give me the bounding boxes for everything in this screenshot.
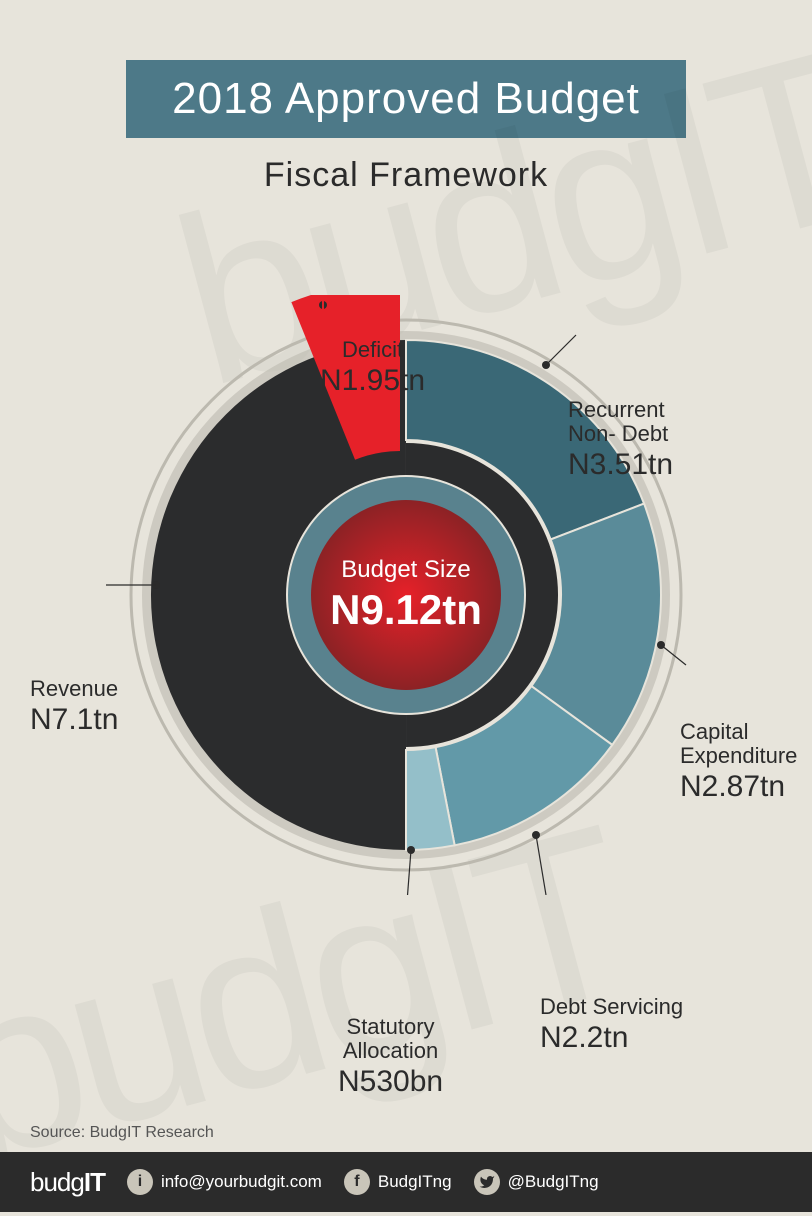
callout-debt: Debt Servicing N2.2tn [540,995,683,1055]
source-text: Source: BudgIT Research [30,1124,214,1142]
callout-capital: Capital Expenditure N2.87tn [680,720,797,804]
footer-bar: budgIT i info@yourbudgit.com f BudgITng … [0,1152,812,1212]
twitter-icon [474,1169,500,1195]
info-icon: i [127,1169,153,1195]
callout-deficit: Deficit N1.95tn [320,338,425,398]
center-label-text: Budget Size [330,556,482,584]
center-label: Budget Size N9.12tn [330,556,482,634]
footer-twitter: @BudgITng [474,1169,599,1195]
callout-revenue: Revenue N7.1tn [30,677,118,737]
facebook-icon: f [344,1169,370,1195]
callout-statutory: Statutory Allocation N530bn [338,1015,443,1099]
title-bar: 2018 Approved Budget [126,60,686,138]
callout-recurrent: Recurrent Non- Debt N3.51tn [568,398,673,482]
footer-facebook: f BudgITng [344,1169,452,1195]
footer-email: i info@yourbudgit.com [127,1169,322,1195]
subtitle: Fiscal Framework [0,156,812,195]
center-value: N9.12tn [330,586,482,634]
footer-logo: budgIT [30,1167,105,1198]
